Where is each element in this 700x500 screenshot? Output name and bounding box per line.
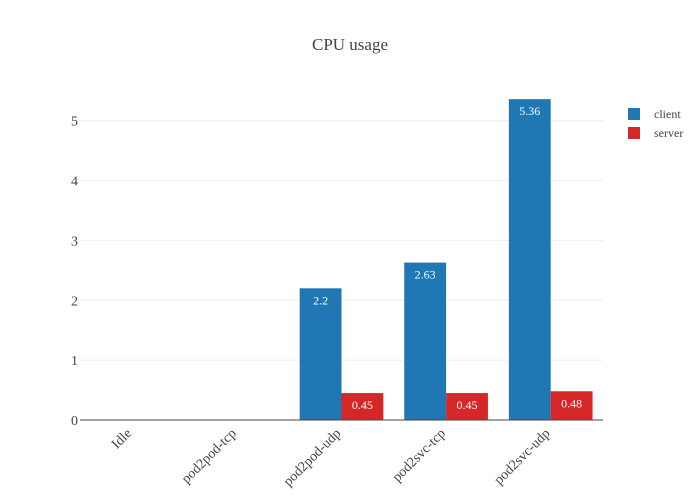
bar-value-label: 5.36 (519, 104, 540, 118)
x-tick-label: Idle (109, 426, 135, 452)
bar-server-pod2svc-tcp[interactable] (446, 393, 488, 420)
chart-title: CPU usage (312, 35, 388, 54)
bar-client-pod2pod-udp[interactable] (299, 288, 342, 420)
x-tick-label: pod2svc-tcp (390, 426, 449, 485)
bar-server-pod2pod-udp[interactable] (341, 393, 384, 420)
bar-value-label: 2.63 (415, 268, 436, 282)
legend-label-client[interactable]: client (654, 107, 681, 121)
legend-label-server[interactable]: server (654, 126, 683, 140)
y-tick-label: 1 (71, 354, 78, 369)
x-tick-label: pod2pod-tcp (179, 426, 240, 487)
bar-value-label: 0.45 (352, 398, 373, 412)
bars (299, 99, 593, 420)
bar-value-labels: 2.2 2.63 5.36 0.45 0.45 0.48 (313, 104, 582, 412)
legend: client server (628, 107, 683, 140)
bar-client-pod2svc-tcp[interactable] (404, 262, 447, 420)
y-tick-label: 5 (71, 115, 78, 130)
legend-swatch-server[interactable] (628, 127, 640, 139)
y-tick-label: 0 (71, 414, 78, 429)
bar-server-pod2svc-udp[interactable] (550, 391, 593, 420)
x-axis-ticks: Idle pod2pod-tcp pod2pod-udp pod2svc-tcp pod… (109, 426, 553, 489)
x-tick-label: pod2svc-udp (492, 426, 554, 488)
bar-value-label: 0.45 (457, 398, 478, 412)
bar-value-label: 0.48 (561, 396, 582, 410)
bar-value-label: 2.2 (313, 293, 328, 307)
y-tick-label: 3 (71, 234, 78, 249)
y-tick-label: 4 (71, 175, 78, 190)
legend-swatch-client[interactable] (628, 108, 640, 120)
y-axis-ticks: 0 1 2 3 4 5 (71, 115, 78, 429)
bar-client-pod2svc-udp[interactable] (508, 99, 551, 420)
y-tick-label: 2 (71, 294, 78, 309)
x-tick-label: pod2pod-udp (281, 426, 344, 489)
